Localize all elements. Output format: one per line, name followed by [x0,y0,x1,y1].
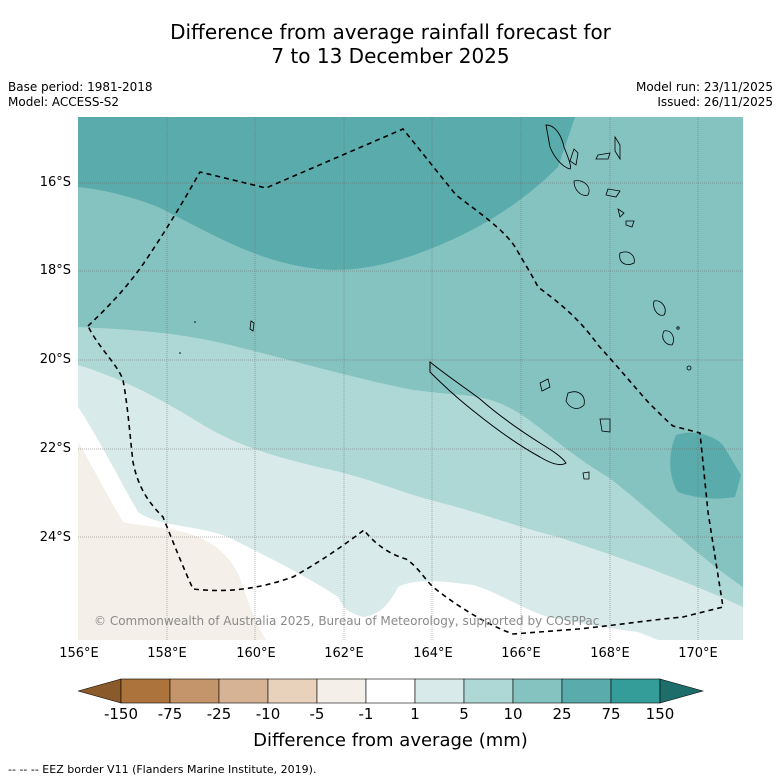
colorbar-swatch [463,678,514,704]
title-line-2: 7 to 13 December 2025 [271,44,510,68]
lon-label-156e: 156°E [59,646,99,661]
colorbar-tick-label: 10 [503,705,523,723]
island-maewo [569,148,579,166]
island-lifou [565,391,585,409]
base-period: Base period: 1981-2018 [8,80,153,94]
island-epi [605,188,621,198]
colorbar-swatch [169,678,220,704]
colorbar-swatch [267,678,318,704]
colorbar-swatch [120,678,171,704]
island-erromango [619,251,635,265]
colorbar-tick-label: -25 [206,705,232,723]
colorbar-tick-label: 1 [410,705,420,723]
lat-label-16s: 16°S [39,175,71,190]
island-hunter [653,300,666,316]
colorbar-tick-label: 75 [601,705,621,723]
colorbar-svg [76,678,705,704]
colorbar-swatch [512,678,563,704]
island-matthew [662,330,674,346]
title-line-1: Difference from average rainfall forecas… [170,20,611,44]
model-name: Model: ACCESS-S2 [8,95,120,109]
lat-label-22s: 22°S [39,441,71,456]
lat-label-24s: 24°S [39,530,71,545]
meta-left: Base period: 1981-2018 Model: ACCESS-S2 [8,80,153,110]
colorbar-swatch [561,678,612,704]
island-ambae [595,152,611,160]
colorbar-swatch [414,678,465,704]
island-efate [625,220,635,228]
island-malakula [573,180,590,196]
lon-label-160e: 160°E [236,646,276,661]
island-espiritu-santo [545,124,571,170]
lon-label-158e: 158°E [147,646,187,661]
lon-label-162e: 162°E [324,646,364,661]
lon-label-164e: 164°E [413,646,453,661]
island-mare [599,418,611,433]
colorbar-tick-label: -75 [157,705,183,723]
colorbar-swatch [610,678,661,704]
colorbar-extend-high [659,678,705,704]
islet-southeast [686,365,692,371]
islet-chesterfield [249,320,255,332]
colorbar [76,676,705,704]
lon-label-170e: 170°E [678,646,718,661]
colorbar-tick-label: -150 [103,705,139,723]
graticule [78,117,743,640]
colorbar-tick-label: 25 [552,705,572,723]
lon-label-168e: 168°E [590,646,630,661]
lat-label-18s: 18°S [39,263,71,278]
colorbar-tick-label: 5 [459,705,469,723]
island-shepherd [617,208,625,218]
islet-east [676,326,680,330]
forecast-map [78,117,743,640]
meta-right: Model run: 23/11/2025 Issued: 26/11/2025 [636,80,773,110]
model-run: Model run: 23/11/2025 [635,80,773,94]
island-ouvea [539,378,551,392]
colorbar-tick-label: 150 [645,705,675,723]
lat-label-20s: 20°S [39,352,71,367]
colorbar-title: Difference from average (mm) [253,730,528,751]
islet-west [194,321,196,323]
map-title: Difference from average rainfall forecas… [0,20,781,68]
colorbar-tick-label: -5 [309,705,325,723]
island-pines [582,471,590,480]
colorbar-tick-label: -10 [255,705,281,723]
band-25-75-north [78,117,575,270]
colorbar-tick-label: -1 [358,705,374,723]
band-25-75-east [670,432,741,499]
colorbar-extend-low [76,678,122,704]
issued-date: Issued: 26/11/2025 [657,95,773,109]
map-svg [78,117,743,640]
new-caledonia-outline [429,360,567,466]
colorbar-swatch [316,678,367,704]
lon-label-166e: 166°E [501,646,541,661]
eez-border [87,128,724,635]
eez-footnote: -- -- -- EEZ border V11 (Flanders Marine… [8,763,317,776]
copyright-notice: © Commonwealth of Australia 2025, Bureau… [94,614,600,628]
islet-southwest [179,352,181,354]
island-pentecost [614,135,621,161]
colorbar-swatch [218,678,269,704]
colorbar-swatch [365,678,416,704]
